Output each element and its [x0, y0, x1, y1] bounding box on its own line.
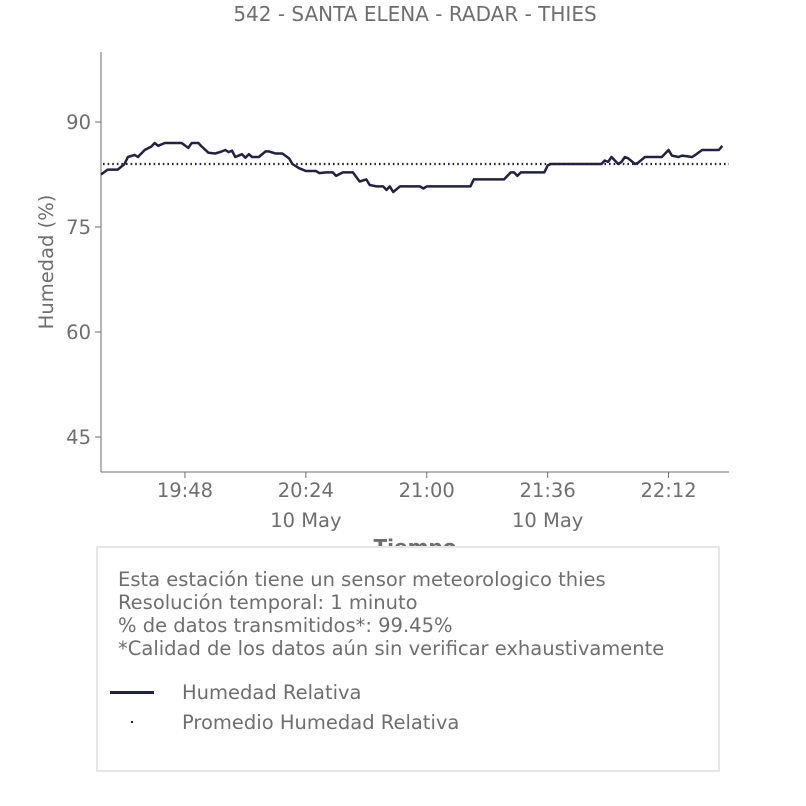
x-tick-label: 22:12 — [640, 479, 696, 502]
info-line-quality: *Calidad de los datos aún sin verificar … — [118, 637, 665, 660]
legend-line-swatch — [110, 680, 156, 704]
x-tick-label: 19:48 — [157, 479, 213, 502]
info-line-resolution: Resolución temporal: 1 minuto — [118, 591, 418, 614]
y-tick-label: 60 — [66, 321, 91, 344]
ticks-layer: 45 60 75 90 19:48 20:24 10 May 21:00 21:36 10 May… — [66, 111, 696, 532]
series-layer — [100, 141, 729, 194]
x-tick-label: 20:24 — [278, 479, 334, 502]
x-tick-date-label: 10 May — [512, 509, 583, 532]
y-tick-label: 90 — [66, 111, 91, 134]
x-tick-label: 21:36 — [520, 479, 576, 502]
legend-item-humedad: Humedad Relativa — [110, 680, 362, 704]
x-tick-label: 21:00 — [399, 479, 455, 502]
info-line-sensor: Esta estación tiene un sensor meteorolog… — [118, 568, 606, 591]
y-axis-label: Humedad (%) — [35, 195, 58, 330]
humidity-line — [100, 141, 724, 194]
info-box: Esta estación tiene un sensor meteorolog… — [96, 546, 720, 772]
humidity-chart: 45 60 75 90 19:48 20:24 10 May 21:00 21:36 10 May… — [35, 52, 729, 559]
axes — [100, 52, 729, 473]
x-tick-date-label: 10 May — [270, 509, 341, 532]
legend-label-humedad: Humedad Relativa — [182, 680, 362, 704]
legend-label-promedio: Promedio Humedad Relativa — [182, 710, 460, 734]
legend-dot-swatch — [110, 710, 156, 734]
legend-item-promedio: Promedio Humedad Relativa — [110, 710, 459, 734]
info-text: Esta estación tiene un sensor meteorolog… — [118, 568, 664, 660]
chart-title: 542 - SANTA ELENA - RADAR - THIES — [233, 2, 597, 26]
info-line-transmitted: % de datos transmitidos*: 99.45% — [118, 614, 453, 637]
y-tick-label: 45 — [66, 426, 91, 449]
y-tick-label: 75 — [66, 216, 91, 239]
